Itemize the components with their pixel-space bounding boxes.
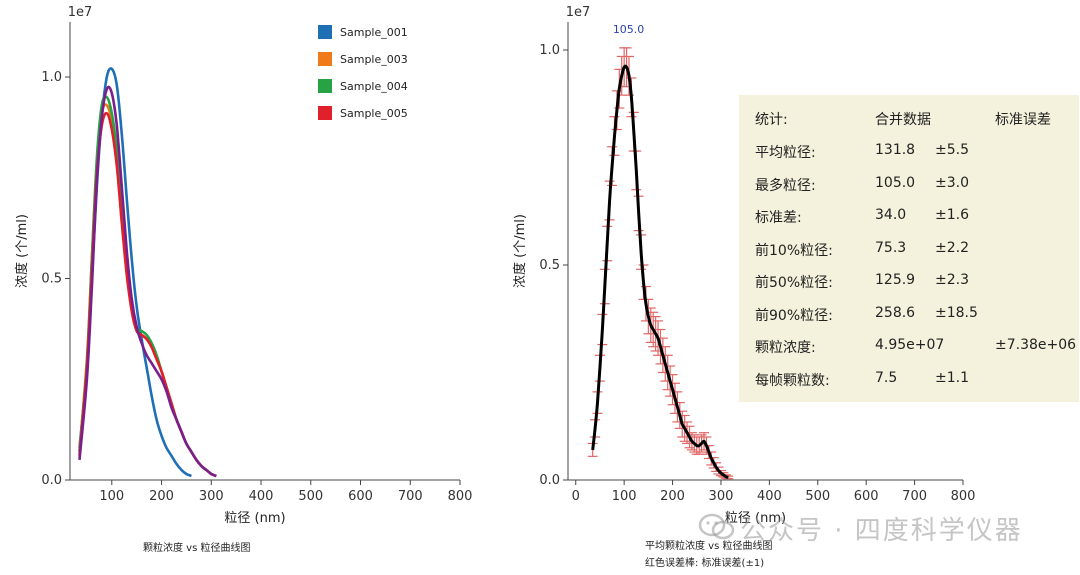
stats-row: 平均粒径: 131.8 ±5.5: [739, 142, 1079, 162]
y-axis-label: 浓度 (个/ml): [512, 214, 528, 288]
stats-value: 4.95e+07: [875, 337, 945, 353]
y-exponent-label: 1e7: [68, 5, 93, 20]
y-exponent-label: 1e7: [566, 5, 591, 20]
legend-label: Sample_004: [340, 80, 408, 93]
x-tick-label: 300: [709, 489, 734, 504]
stats-value: 75.3: [875, 239, 907, 256]
legend-swatch: [318, 25, 332, 39]
x-tick-label: 500: [805, 489, 830, 504]
left-chart-caption: 颗粒浓度 vs 粒径曲线图: [143, 543, 251, 554]
x-tick-label: 600: [854, 489, 879, 504]
series-line-unnamed: [78, 85, 217, 478]
y-tick-label: 0.0: [539, 473, 560, 488]
right-chart-caption-line2: 红色误差棒: 标准误差(±1): [645, 558, 765, 569]
x-tick-label: 500: [298, 489, 323, 504]
x-tick-label: 400: [249, 489, 274, 504]
stats-header-label: 统计:: [755, 112, 788, 128]
watermark-text: 公众号 · 四度科学仪器: [740, 516, 1023, 546]
y-tick-label: 1.0: [539, 43, 560, 58]
x-tick-label: 700: [902, 489, 927, 504]
stats-label: 标准差:: [755, 210, 802, 226]
series-line-sample-003: [78, 103, 217, 478]
left-chart: 100 200 300 400 500 600 700 800 0.0 0.5 1.0 1e7 粒径 (…: [14, 5, 472, 526]
stats-error: ±5.5: [935, 142, 969, 158]
y-tick-label: 0.5: [41, 272, 62, 287]
peak-label: 105.0: [613, 23, 645, 36]
x-tick-label: 700: [398, 489, 423, 504]
stats-header-row: 统计: 合并数据 标准误差: [739, 109, 1079, 129]
legend-swatch: [318, 79, 332, 93]
x-tick-label: 100: [612, 489, 637, 504]
x-tick-label: 800: [448, 489, 473, 504]
stats-row: 标准差: 34.0 ±1.6: [739, 207, 1079, 227]
legend-label: Sample_001: [340, 26, 408, 39]
stats-label: 前10%粒径:: [755, 242, 833, 259]
legend-swatch: [318, 52, 332, 66]
series-line-sample-005: [78, 111, 217, 478]
mean-concentration-line: [591, 64, 729, 479]
stats-value: 7.5: [875, 369, 898, 386]
y-tick-label: 1.0: [41, 70, 62, 85]
right-chart-caption-line1: 平均颗粒浓度 vs 粒径曲线图: [645, 541, 773, 552]
stats-row: 前50%粒径: 125.9 ±2.3: [739, 272, 1079, 292]
stats-row: 前10%粒径: 75.3 ±2.2: [739, 240, 1079, 260]
stats-table: 统计: 合并数据 标准误差 平均粒径: 131.8 ±5.5 最多粒径: 105.0 ±3…: [739, 95, 1079, 402]
x-tick-label: 100: [99, 489, 124, 504]
legend-swatch: [318, 106, 332, 120]
stats-error: ±1.6: [935, 207, 969, 223]
stats-error: ±2.3: [935, 272, 969, 288]
stats-error: ±3.0: [935, 174, 969, 191]
stats-header-merged: 合并数据: [875, 112, 931, 128]
wechat-icon: [698, 513, 735, 540]
y-tick-label: 0.5: [539, 258, 560, 273]
stats-value: 125.9: [875, 272, 916, 288]
right-chart: 0 100 200 300 400 500 600 700 800 0.0 0.5 1.0 1e7 粒径 …: [512, 5, 975, 526]
stats-row: 最多粒径: 105.0 ±3.0: [739, 175, 1079, 195]
stats-row: 每帧颗粒数: 7.5 ±1.1: [739, 370, 1079, 390]
y-tick-label: 0.0: [41, 473, 62, 488]
stats-label: 前50%粒径:: [755, 275, 833, 291]
x-tick-label: 300: [199, 489, 224, 504]
stats-error: ±1.1: [935, 369, 969, 386]
x-tick-label: 0: [572, 489, 580, 504]
stats-error: ±2.2: [935, 239, 969, 256]
stats-value: 34.0: [875, 207, 907, 223]
x-tick-label: 200: [149, 489, 174, 504]
x-axis-label: 粒径 (nm): [725, 511, 786, 526]
y-axis-label: 浓度 (个/ml): [14, 214, 30, 288]
x-tick-label: 400: [757, 489, 782, 504]
x-tick-label: 600: [348, 489, 373, 504]
x-tick-label: 200: [660, 489, 685, 504]
legend-label: Sample_003: [340, 53, 408, 66]
stats-label: 最多粒径:: [755, 177, 816, 194]
stats-value: 105.0: [875, 174, 916, 191]
stats-row: 前90%粒径: 258.6 ±18.5: [739, 305, 1079, 325]
stats-value: 131.8: [875, 142, 916, 158]
x-axis-label: 粒径 (nm): [224, 511, 285, 526]
stats-label: 前90%粒径:: [755, 307, 833, 324]
x-tick-label: 800: [951, 489, 976, 504]
stats-label: 颗粒浓度:: [755, 340, 816, 356]
stats-header-stderr: 标准误差: [995, 112, 1051, 128]
stats-stderr: ±7.38e+06: [995, 337, 1077, 353]
stats-label: 每帧颗粒数:: [755, 372, 830, 389]
stats-value: 258.6: [875, 304, 916, 321]
legend-label: Sample_005: [340, 107, 408, 120]
stats-label: 平均粒径:: [755, 145, 816, 161]
stats-row: 颗粒浓度: 4.95e+07 ±7.38e+06: [739, 337, 1079, 357]
stats-error: ±18.5: [935, 304, 978, 321]
